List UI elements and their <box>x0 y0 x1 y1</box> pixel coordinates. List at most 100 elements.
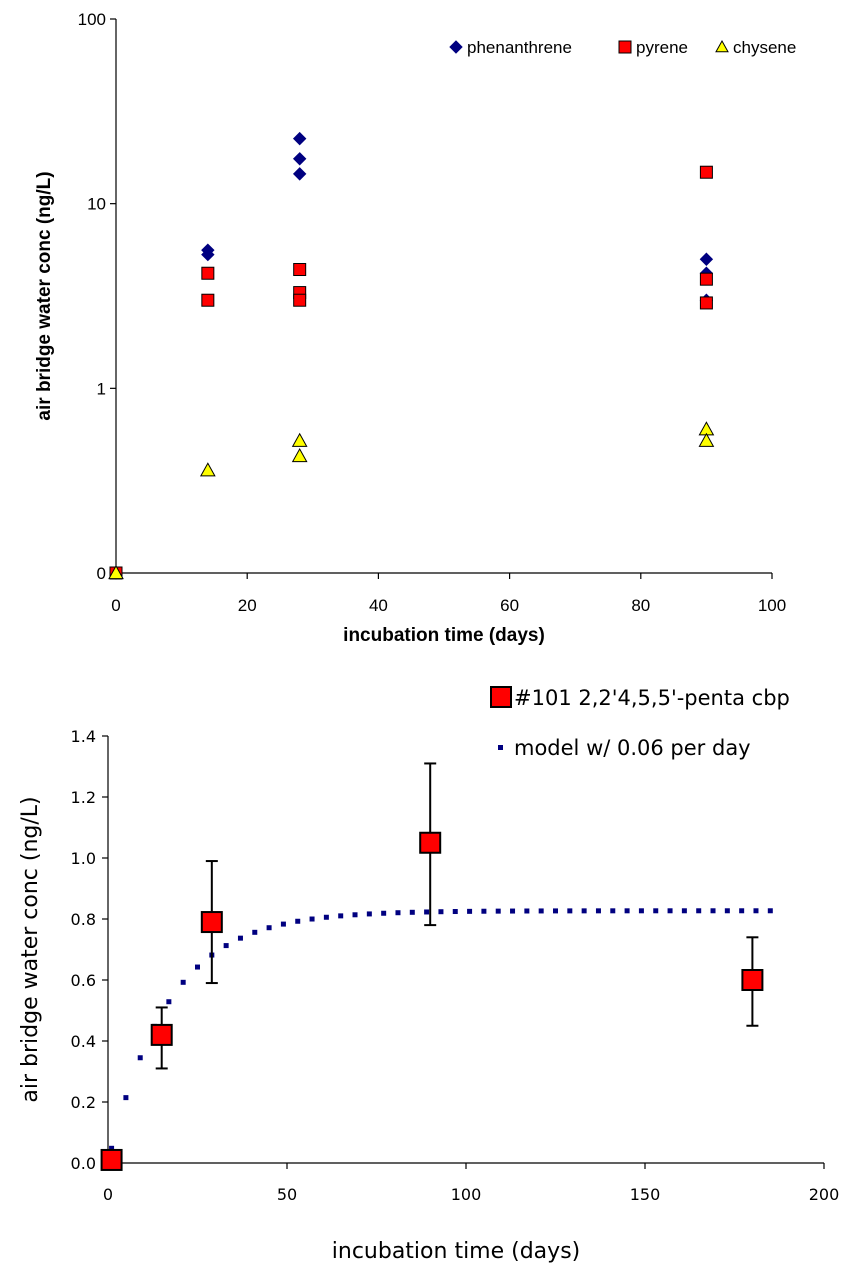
model-point <box>638 908 644 914</box>
y-axis-label: air bridge water conc (ng/L) <box>18 796 43 1102</box>
y-axis-label: air bridge water conc (ng/L) <box>34 171 55 420</box>
x-tick-label: 20 <box>238 596 257 615</box>
measured-point <box>419 831 442 854</box>
model-point <box>739 908 745 914</box>
model-point <box>223 943 229 949</box>
model-point <box>510 908 516 914</box>
chart-1: 0 1 10 100 0 20 40 60 80 100 incubation time (days… <box>34 10 796 646</box>
model-point <box>553 908 558 914</box>
model-point <box>567 908 573 914</box>
legend-measured-marker <box>490 686 512 708</box>
x-tick-label: 100 <box>758 596 786 615</box>
model-point <box>323 914 329 920</box>
model-point <box>109 1145 115 1151</box>
model-point <box>280 921 286 927</box>
series-chysene <box>108 421 715 580</box>
y-tick-label: 0.6 <box>71 971 96 990</box>
pyrene-point <box>201 293 215 307</box>
x-tick-label: 60 <box>500 596 519 615</box>
model-point <box>495 908 501 914</box>
legend-chysene-marker <box>715 39 729 53</box>
phenanthrene-point <box>201 247 215 262</box>
model-point <box>438 909 444 915</box>
model-point <box>667 908 673 914</box>
legend-1: phenanthrene pyrene chysene <box>449 38 796 57</box>
model-point <box>123 1095 129 1101</box>
model-point <box>467 908 473 914</box>
model-point <box>710 908 716 914</box>
legend-model-marker <box>498 745 503 750</box>
pyrene-point <box>293 263 307 277</box>
chysene-point <box>291 447 308 463</box>
series-model <box>109 908 773 1151</box>
model-point <box>452 909 458 915</box>
model-point <box>653 908 659 914</box>
series-measured <box>100 762 764 1171</box>
model-point <box>366 911 372 917</box>
chysene-point <box>199 462 216 477</box>
phenanthrene-point <box>699 252 714 266</box>
model-point <box>409 909 415 915</box>
y-tick-label: 0.4 <box>71 1032 96 1051</box>
legend-phenanthrene-label: phenanthrene <box>467 38 572 57</box>
phenanthrene-point <box>292 167 307 181</box>
x-tick-label: 0 <box>103 1185 113 1204</box>
model-point <box>195 964 200 970</box>
chysene-point <box>291 432 308 447</box>
model-point <box>309 916 315 922</box>
legend-pyrene-marker <box>618 40 632 54</box>
model-point <box>524 908 530 914</box>
chysene-point <box>698 432 715 447</box>
x-axis-label: incubation time (days) <box>343 625 545 646</box>
x-tick-label: 40 <box>369 596 388 615</box>
chysene-point <box>108 564 124 580</box>
pyrene-point <box>201 266 215 280</box>
pyrene-point <box>293 293 307 307</box>
model-point <box>381 910 387 916</box>
model-point <box>252 929 258 935</box>
model-point <box>753 908 759 914</box>
model-point <box>137 1055 143 1061</box>
x-axis-label: incubation time (days) <box>332 1239 580 1264</box>
measured-point <box>150 1023 173 1046</box>
pyrene-point <box>699 165 713 179</box>
pyrene-point <box>699 296 713 310</box>
model-point <box>424 909 430 915</box>
y-tick-label: 0 <box>97 564 106 583</box>
y-tick-label: 1.2 <box>71 788 96 807</box>
x-tick-label: 50 <box>277 1185 297 1204</box>
model-point <box>538 908 544 914</box>
legend-2: #101 2,2'4,5,5'-penta cbp model w/ 0.06 p… <box>490 686 790 760</box>
model-point <box>724 908 730 914</box>
model-point <box>395 910 401 916</box>
model-point <box>338 913 344 919</box>
model-point <box>166 999 172 1005</box>
series-phenanthrene <box>109 131 714 580</box>
model-point <box>237 935 243 941</box>
model-point <box>767 908 773 914</box>
model-point <box>295 918 301 924</box>
model-point <box>595 908 601 914</box>
model-point <box>481 908 487 914</box>
y-tick-label: 1 <box>97 379 106 398</box>
legend-measured-label: #101 2,2'4,5,5'-penta cbp <box>514 686 790 710</box>
x-tick-label: 200 <box>809 1185 840 1204</box>
model-point <box>581 908 587 914</box>
legend-pyrene-label: pyrene <box>636 38 688 57</box>
legend-model-label: model w/ 0.06 per day <box>514 736 751 760</box>
series-pyrene <box>109 165 713 580</box>
y-tick-label: 100 <box>78 10 106 29</box>
model-point <box>180 979 186 985</box>
model-point <box>352 912 358 918</box>
x-tick-label: 80 <box>631 596 650 615</box>
chart-2: 0.0 0.2 0.4 0.6 0.8 1.0 1.2 1.4 0 50 100 150 200 incu… <box>18 686 839 1264</box>
y-tick-label: 0.0 <box>71 1154 96 1173</box>
y-tick-label: 0.2 <box>71 1093 96 1112</box>
model-point <box>266 925 272 931</box>
x-tick-label: 150 <box>630 1185 661 1204</box>
measured-point <box>741 969 764 991</box>
phenanthrene-point <box>292 152 307 166</box>
model-point <box>681 908 687 914</box>
